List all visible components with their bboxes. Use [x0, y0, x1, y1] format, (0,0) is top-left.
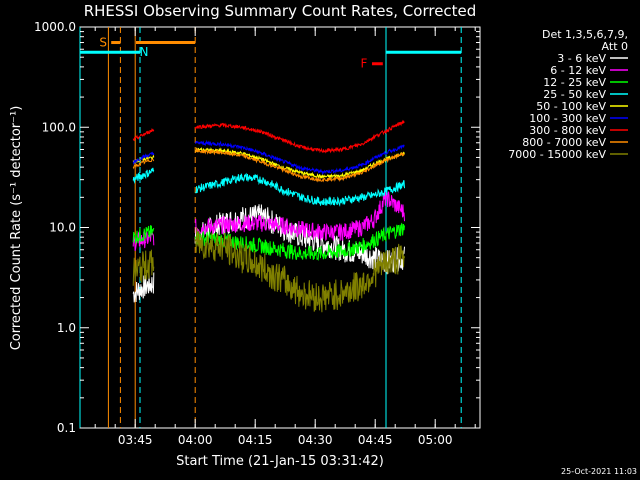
series-line: [194, 222, 405, 261]
series-line: [194, 227, 405, 313]
series-line: [132, 272, 155, 303]
annotation-label: S: [99, 36, 107, 50]
timestamp-footer: 25-Oct-2021 11:03: [561, 467, 637, 476]
series-line: [194, 119, 405, 154]
series-line: [194, 189, 405, 242]
legend-entry: 100 - 300 keV: [529, 112, 606, 125]
x-tick-label: 03:45: [118, 433, 153, 447]
annotation-bars: S N F: [80, 36, 462, 71]
legend-entry: 7000 - 15000 keV: [508, 148, 606, 161]
x-tick-label: 04:15: [238, 433, 273, 447]
legend-entry: 6 - 12 keV: [550, 64, 606, 77]
y-tick-label: 1000.0: [34, 20, 76, 34]
legend-header: Att 0: [602, 40, 628, 53]
series-group: [132, 119, 405, 313]
x-tick-label: 05:00: [418, 433, 453, 447]
y-axis-label: Corrected Count Rate (s⁻¹ detector⁻¹): [9, 106, 24, 351]
annotation-label: F: [361, 57, 368, 71]
series-line: [195, 172, 405, 207]
y-tick-label: 1.0: [57, 321, 76, 335]
series-line: [194, 146, 405, 180]
chart-title: RHESSI Observing Summary Count Rates, Co…: [84, 2, 477, 20]
series-line: [194, 147, 405, 183]
x-tick-label: 04:45: [358, 433, 393, 447]
series-line: [132, 128, 155, 142]
legend-header: Det 1,3,5,6,7,9,: [542, 28, 628, 41]
legend-entry: 3 - 6 keV: [557, 52, 606, 65]
legend-entry: 25 - 50 keV: [543, 88, 606, 101]
legend-entry: 300 - 800 keV: [529, 124, 606, 137]
series-line: [132, 151, 155, 166]
x-axis-ticks: 03:45 04:00 04:15 04:30 04:45 05:00: [94, 27, 476, 447]
legend-entry: 12 - 25 keV: [543, 76, 606, 89]
annotation-label: N: [140, 45, 149, 59]
x-tick-label: 04:00: [178, 433, 213, 447]
series-line: [132, 225, 155, 244]
x-axis-label: Start Time (21-Jan-15 03:31:42): [176, 454, 384, 469]
y-tick-label: 0.1: [57, 421, 76, 435]
y-tick-label: 100.0: [42, 120, 76, 134]
series-line: [194, 139, 405, 176]
marker-lines: [79, 27, 462, 428]
legend-entry: 800 - 7000 keV: [522, 136, 606, 149]
y-tick-label: 10.0: [49, 221, 76, 235]
series-line: [132, 167, 155, 185]
y-axis-ticks: 0.1 1.0 10.0 100.0 1000.0: [34, 20, 480, 435]
series-line: [132, 249, 155, 286]
series-line: [132, 157, 155, 170]
x-tick-label: 04:30: [298, 433, 333, 447]
legend-entry: 50 - 100 keV: [536, 100, 606, 113]
